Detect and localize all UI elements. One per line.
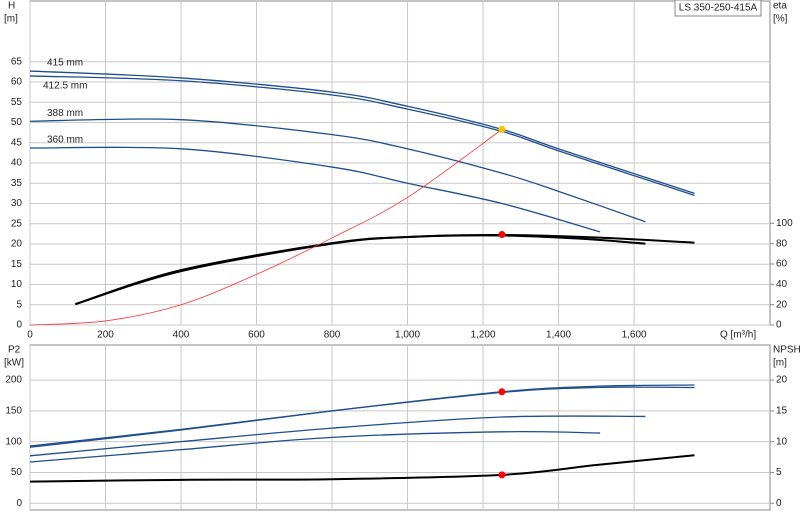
y-tick-label: 15 (11, 259, 23, 270)
x-tick-label: 600 (248, 330, 265, 341)
x-axis-label: Q [m³/h] (720, 330, 756, 341)
curve (74, 234, 646, 306)
duty-point (498, 230, 506, 238)
duty-point (498, 471, 506, 479)
y-tick-label: 200 (5, 375, 22, 386)
y-tick-label: 60 (11, 77, 23, 88)
curve (29, 70, 695, 194)
curve (29, 415, 646, 457)
y-tick-label: 50 (11, 467, 23, 478)
curve (29, 75, 695, 197)
curve (29, 430, 601, 463)
y-axis-unit: [kW] (4, 358, 24, 369)
y-axis-label: P2 (8, 345, 21, 356)
curve (29, 118, 646, 223)
y-axis-label: H (8, 1, 15, 12)
y-tick-label: 0 (16, 498, 22, 509)
y-tick-label: 50 (11, 117, 23, 128)
duty-point (498, 125, 506, 133)
y2-tick-label: 80 (776, 238, 788, 249)
curve (29, 129, 503, 326)
curve (29, 384, 695, 448)
y-tick-label: 45 (11, 137, 23, 148)
x-tick-label: 200 (97, 330, 114, 341)
y2-axis-label: eta (773, 1, 787, 12)
y-tick-label: 35 (11, 178, 23, 189)
y2-tick-label: 20 (776, 375, 788, 386)
curve-label: 360 mm (47, 135, 83, 146)
y-tick-label: 5 (16, 299, 22, 310)
y-tick-label: 30 (11, 198, 23, 209)
y-tick-label: 55 (11, 97, 23, 108)
duty-point (498, 388, 506, 396)
y-axis-unit: [m] (4, 14, 18, 25)
y2-tick-label: 15 (776, 406, 788, 417)
y-tick-label: 65 (11, 56, 23, 67)
y2-tick-label: 10 (776, 436, 788, 447)
chart-title: LS 350-250-415A (679, 3, 758, 14)
y-tick-label: 0 (16, 320, 22, 331)
x-tick-label: 400 (173, 330, 190, 341)
curve (29, 146, 601, 233)
y-tick-label: 40 (11, 158, 23, 169)
plot-frame (29, 344, 771, 511)
x-tick-label: 1,000 (395, 330, 420, 341)
x-tick-label: 1,200 (471, 330, 496, 341)
x-tick-label: 800 (324, 330, 341, 341)
x-tick-label: 0 (27, 330, 33, 341)
curve-label: 412.5 mm (43, 81, 87, 92)
y2-axis-unit: [%] (773, 14, 788, 25)
y2-tick-label: 40 (776, 279, 788, 290)
curve-label: 388 mm (47, 108, 83, 119)
y2-tick-label: 100 (776, 218, 793, 229)
y-tick-label: 150 (5, 406, 22, 417)
y2-axis-label: NPSH (773, 345, 800, 356)
y-tick-label: 10 (11, 279, 23, 290)
y2-tick-label: 5 (776, 467, 782, 478)
y-tick-label: 25 (11, 218, 23, 229)
y2-tick-label: 0 (776, 498, 782, 509)
x-tick-label: 1,400 (546, 330, 571, 341)
y-tick-label: 100 (5, 436, 22, 447)
y2-tick-label: 20 (776, 299, 788, 310)
title-box (674, 0, 762, 17)
y-tick-label: 20 (11, 239, 23, 250)
y2-tick-label: 0 (776, 320, 782, 331)
y2-tick-label: 60 (776, 259, 788, 270)
curve-label: 415 mm (47, 58, 83, 69)
x-tick-label: 1,600 (622, 330, 647, 341)
curve (75, 233, 695, 306)
curve (29, 454, 695, 483)
y2-axis-unit: [m] (773, 358, 787, 369)
